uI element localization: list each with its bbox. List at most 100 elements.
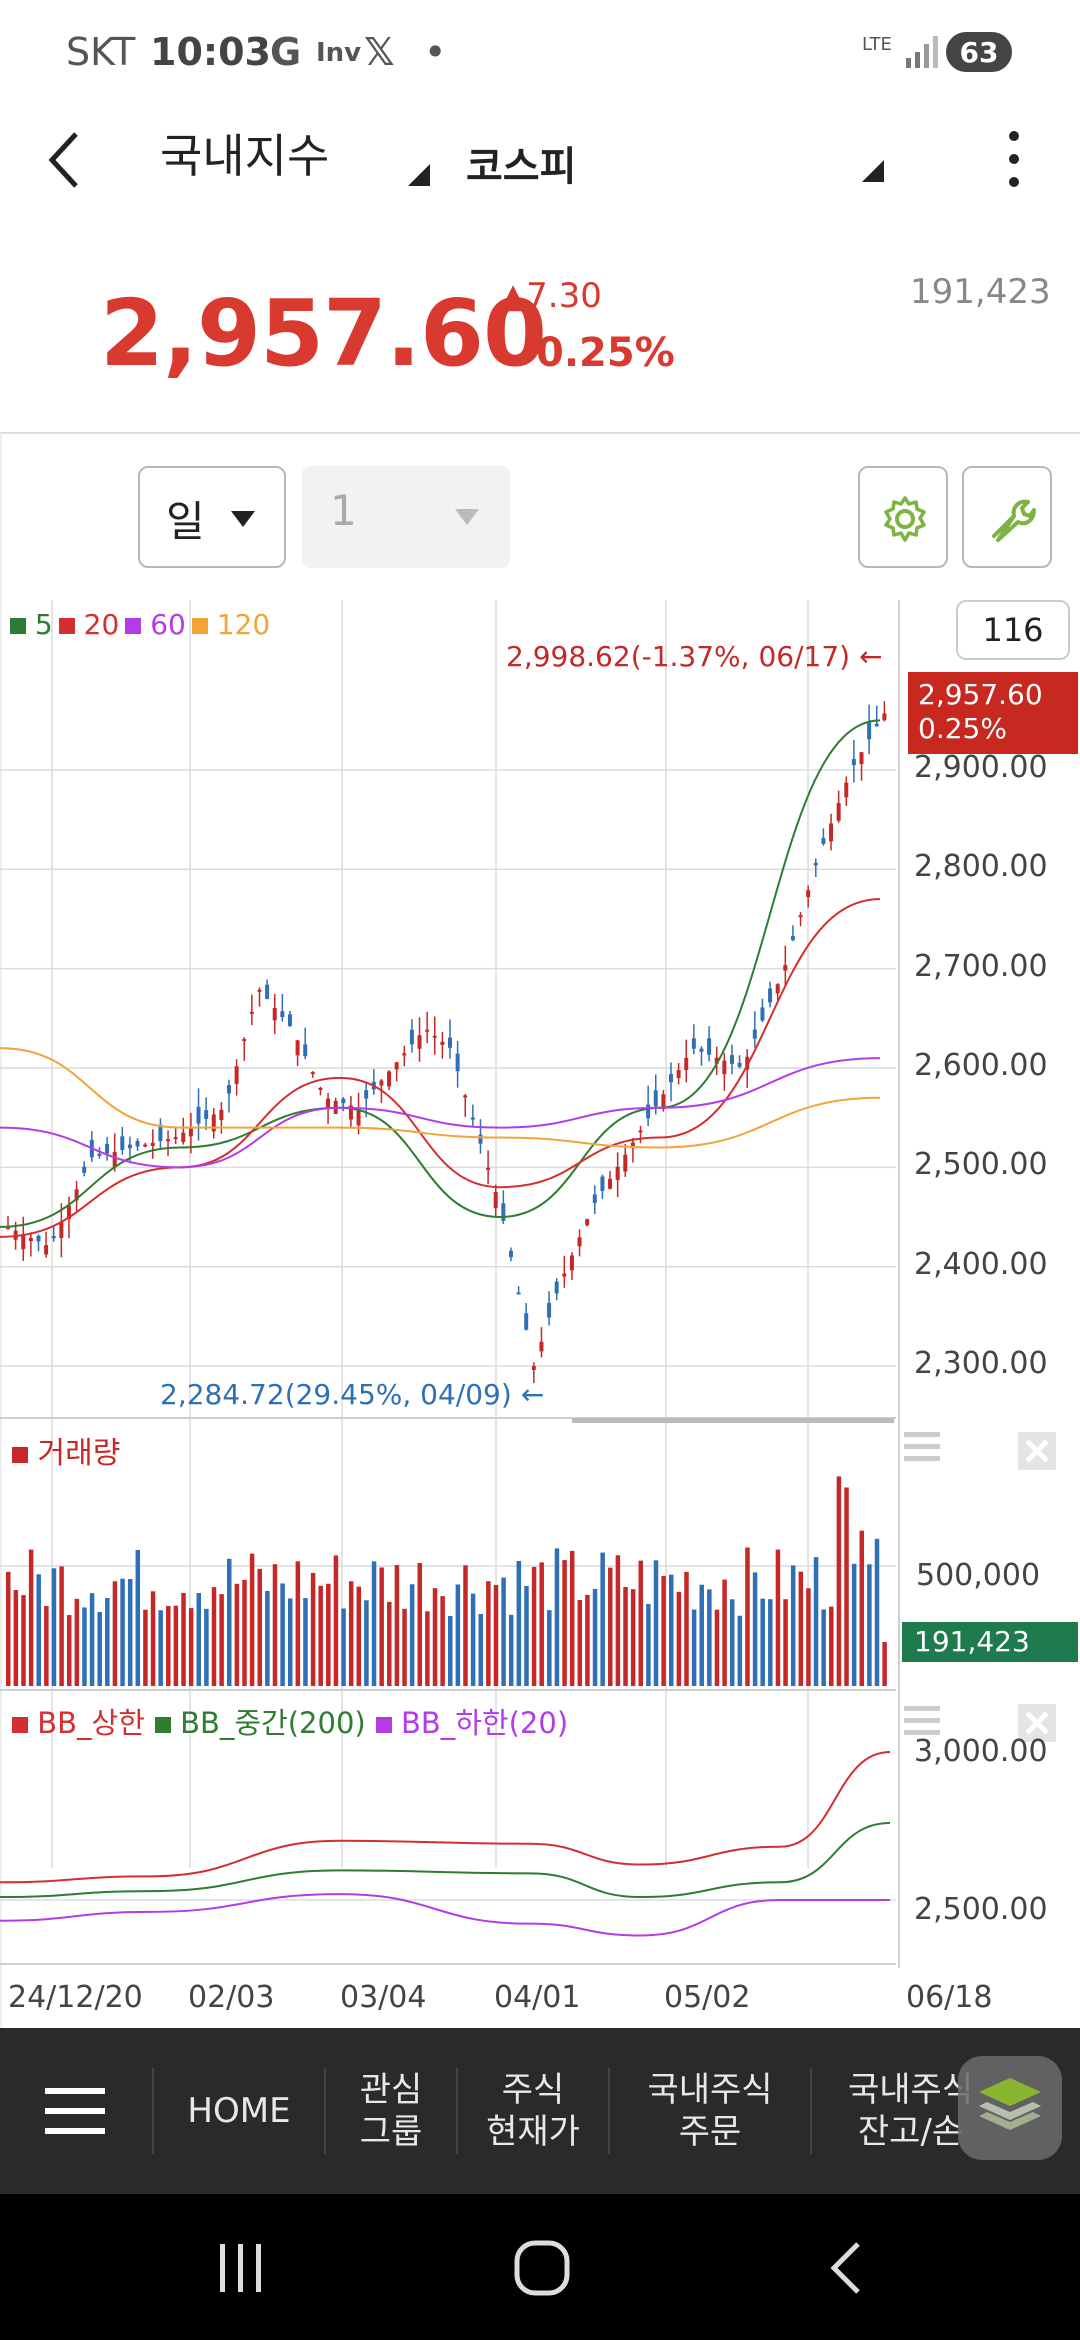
title-dropdown-icon[interactable] bbox=[406, 162, 432, 188]
pane-resize-handle[interactable] bbox=[572, 1418, 894, 1423]
volume-bar bbox=[829, 1606, 834, 1686]
candle-body bbox=[493, 1192, 498, 1209]
candle-body bbox=[821, 838, 826, 844]
volume-tag: 191,423 bbox=[902, 1622, 1078, 1662]
volume-bar bbox=[66, 1615, 72, 1686]
price-axis-tick: 2,800.00 bbox=[914, 849, 1048, 885]
candle-body bbox=[630, 1142, 635, 1149]
chevron-down-icon bbox=[231, 511, 255, 527]
volume-bar bbox=[562, 1560, 567, 1686]
low-note-text: 2,284.72(29.45%, 04/09) bbox=[160, 1378, 512, 1411]
volume-bar bbox=[882, 1642, 887, 1686]
volume-bar bbox=[394, 1565, 400, 1686]
candle-body bbox=[531, 1366, 536, 1370]
candle-body bbox=[844, 782, 849, 798]
recent-apps-icon[interactable] bbox=[216, 2242, 266, 2294]
candle-body bbox=[44, 1245, 49, 1255]
volume-bar bbox=[402, 1608, 407, 1686]
volume-bar bbox=[158, 1610, 163, 1686]
axis-divider bbox=[898, 600, 900, 1968]
settings-button[interactable] bbox=[858, 466, 948, 568]
candle-body bbox=[417, 1035, 422, 1049]
candle-body bbox=[150, 1142, 155, 1146]
volume-bar bbox=[272, 1564, 278, 1686]
candle-body bbox=[394, 1062, 399, 1070]
volume-bar bbox=[364, 1600, 369, 1686]
candle-body bbox=[646, 1104, 651, 1119]
volume-bar bbox=[676, 1591, 682, 1686]
tools-button[interactable] bbox=[962, 466, 1052, 568]
volume-bar bbox=[569, 1550, 575, 1686]
legend-bb-mid: BB_중간(200) bbox=[154, 1700, 366, 1742]
candle-body bbox=[859, 752, 864, 765]
menu-button[interactable] bbox=[0, 2028, 150, 2194]
candle-body bbox=[166, 1139, 171, 1142]
system-nav-bar bbox=[0, 2194, 1080, 2340]
bb-middle-line bbox=[0, 1822, 891, 1899]
date-axis-label: 03/04 bbox=[340, 1980, 427, 2015]
volume-bar bbox=[661, 1575, 666, 1686]
candle-body bbox=[112, 1151, 117, 1167]
candle-body bbox=[249, 1011, 254, 1014]
candle-body bbox=[760, 1007, 765, 1021]
quote-summary: 2,957.60 ▲7.30 0.25% 191,423 bbox=[0, 240, 1080, 420]
candle-body bbox=[59, 1221, 64, 1239]
layers-button[interactable] bbox=[958, 2056, 1062, 2160]
home-icon[interactable] bbox=[512, 2238, 572, 2298]
volume-bar bbox=[836, 1476, 842, 1686]
chart-card: 일 1 bbox=[0, 432, 1080, 2030]
volume-bar bbox=[219, 1594, 224, 1686]
more-options-icon[interactable] bbox=[1004, 128, 1024, 190]
bb-axis-tick-upper: 3,000.00 bbox=[914, 1734, 1048, 1769]
volume-bar bbox=[737, 1615, 743, 1686]
back-arrow-icon[interactable] bbox=[44, 130, 84, 190]
volume-bar bbox=[356, 1586, 362, 1686]
nav-home[interactable]: HOME bbox=[154, 2028, 324, 2194]
index-dropdown-icon[interactable] bbox=[860, 158, 886, 184]
volume-bar bbox=[455, 1584, 461, 1686]
close-pane-icon[interactable] bbox=[1018, 1704, 1056, 1742]
period-count-select[interactable]: 1 bbox=[302, 466, 510, 568]
price-chart[interactable] bbox=[0, 596, 1080, 2028]
pane-menu-icon[interactable] bbox=[904, 1704, 940, 1742]
close-pane-icon[interactable] bbox=[1018, 1432, 1056, 1470]
candle-body bbox=[790, 936, 795, 941]
price-change-pct: 0.25% bbox=[536, 330, 675, 376]
pane-menu-icon[interactable] bbox=[904, 1430, 940, 1468]
page-title[interactable]: 국내지수 bbox=[160, 129, 330, 183]
volume-bar bbox=[783, 1599, 788, 1686]
candle-body bbox=[600, 1176, 605, 1191]
chevron-down-icon bbox=[455, 509, 479, 525]
volume-bar bbox=[623, 1587, 628, 1686]
volume-bar bbox=[867, 1564, 872, 1686]
back-icon[interactable] bbox=[826, 2240, 866, 2296]
volume-bar bbox=[585, 1594, 590, 1686]
nav-domestic-order[interactable]: 국내주식 주문 bbox=[610, 2028, 810, 2194]
volume-bar bbox=[135, 1549, 141, 1686]
volume-bar bbox=[806, 1588, 811, 1686]
gear-icon bbox=[884, 496, 926, 542]
candle-body bbox=[21, 1234, 26, 1250]
legend-ma60: 60 bbox=[125, 608, 186, 641]
volume-bar bbox=[51, 1568, 57, 1686]
volume-bar bbox=[516, 1560, 522, 1686]
nav-domestic-balance[interactable]: 국내주식 잔고/손 bbox=[812, 2028, 1048, 2194]
period-select[interactable]: 일 bbox=[138, 466, 286, 568]
candle-body bbox=[745, 1056, 750, 1070]
volume-bar bbox=[188, 1608, 194, 1686]
price-axis-tick: 2,300.00 bbox=[914, 1346, 1048, 1381]
nav-watchlist[interactable]: 관심 그룹 bbox=[326, 2028, 456, 2194]
candle-body bbox=[265, 984, 270, 999]
candle-body bbox=[676, 1070, 681, 1079]
candle-body bbox=[227, 1084, 231, 1094]
candle-body bbox=[280, 1011, 285, 1018]
index-selector[interactable]: 코스피 bbox=[466, 144, 577, 190]
volume-legend: 거래량 bbox=[12, 1428, 120, 1472]
volume-bar bbox=[21, 1595, 26, 1686]
candle-body bbox=[798, 915, 803, 918]
volume-bar bbox=[234, 1583, 240, 1686]
bottom-nav: HOME 관심 그룹 주식 현재가 국내주식 주문 국내주식 잔고/손 bbox=[0, 2028, 1080, 2194]
volume-bar bbox=[432, 1588, 438, 1686]
nav-stock-quote[interactable]: 주식 현재가 bbox=[458, 2028, 608, 2194]
visible-bar-count[interactable]: 116 bbox=[956, 600, 1070, 660]
